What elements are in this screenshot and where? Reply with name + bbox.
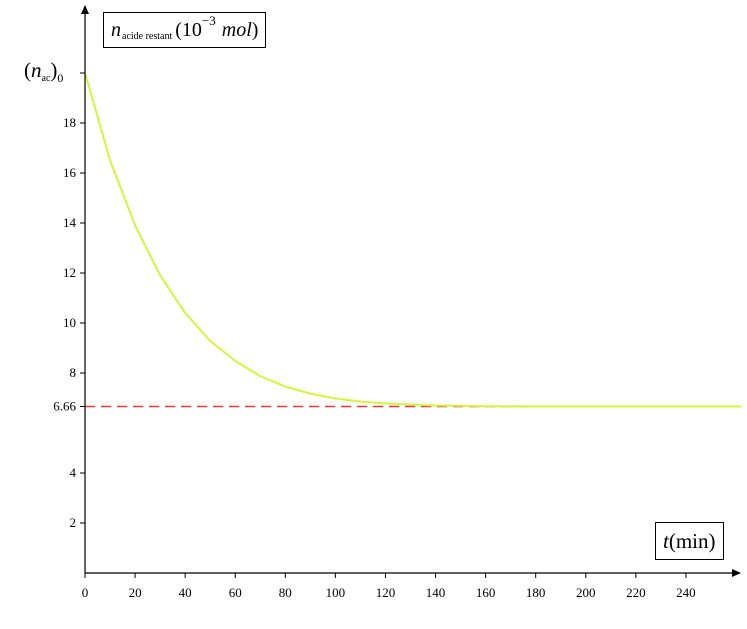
y-tick-label: 12 <box>63 265 76 280</box>
x-axis-label-symbol: t <box>663 528 669 553</box>
y-tick-label: 10 <box>63 315 76 330</box>
y-tick-label: 2 <box>70 515 77 530</box>
y-axis-label-unit-exponent: −3 <box>201 13 216 28</box>
y-tick-label: 6.66 <box>53 399 76 414</box>
y-axis-label-symbol: n <box>111 18 121 41</box>
y-tick-label: 16 <box>63 165 77 180</box>
y-axis-label-unit-prefix: (10 <box>175 18 202 41</box>
x-tick-label: 60 <box>229 585 242 600</box>
x-axis-label: t (min) <box>655 522 724 560</box>
x-tick-label: 180 <box>526 585 546 600</box>
y-axis-label: n acide restant (10 −3 mol) <box>103 12 267 48</box>
series-curve <box>84 72 741 408</box>
x-tick-label: 120 <box>376 585 396 600</box>
x-tick-label: 160 <box>476 585 496 600</box>
x-tick-label: 20 <box>129 585 142 600</box>
y-axis-ticks: 2 4 6.66 8 10 12 14 16 18 <box>53 72 85 530</box>
y-tick-label: 14 <box>63 215 77 230</box>
y0-label-index: 0 <box>57 71 64 85</box>
y-tick-label: 18 <box>63 115 76 130</box>
x-tick-label: 200 <box>576 585 596 600</box>
x-axis-ticks: 0 20 40 60 80 100 120 140 160 180 200 220 240 <box>82 573 696 600</box>
x-axis-label-unit: (min) <box>668 528 716 553</box>
x-tick-label: 80 <box>279 585 292 600</box>
y0-label-subscript: ac <box>41 73 51 84</box>
x-tick-label: 140 <box>426 585 446 600</box>
x-tick-label: 100 <box>326 585 346 600</box>
y-tick-label: 8 <box>70 365 77 380</box>
y-axis-label-subscript: acide restant <box>122 30 173 42</box>
y0-label-symbol: n <box>31 58 42 82</box>
y-tick-label: 4 <box>70 465 77 480</box>
x-tick-label: 0 <box>82 585 89 600</box>
x-tick-label: 40 <box>179 585 192 600</box>
x-tick-label: 220 <box>626 585 646 600</box>
plot-area: 0 20 40 60 80 100 120 140 160 180 200 220 240 246.66… <box>53 5 741 600</box>
y-axis-label-unit-suffix: ) <box>251 18 259 41</box>
x-tick-label: 240 <box>676 585 696 600</box>
y0-label: (nac)0 <box>24 58 64 85</box>
y-axis-label-unit-name: mol <box>221 18 252 41</box>
